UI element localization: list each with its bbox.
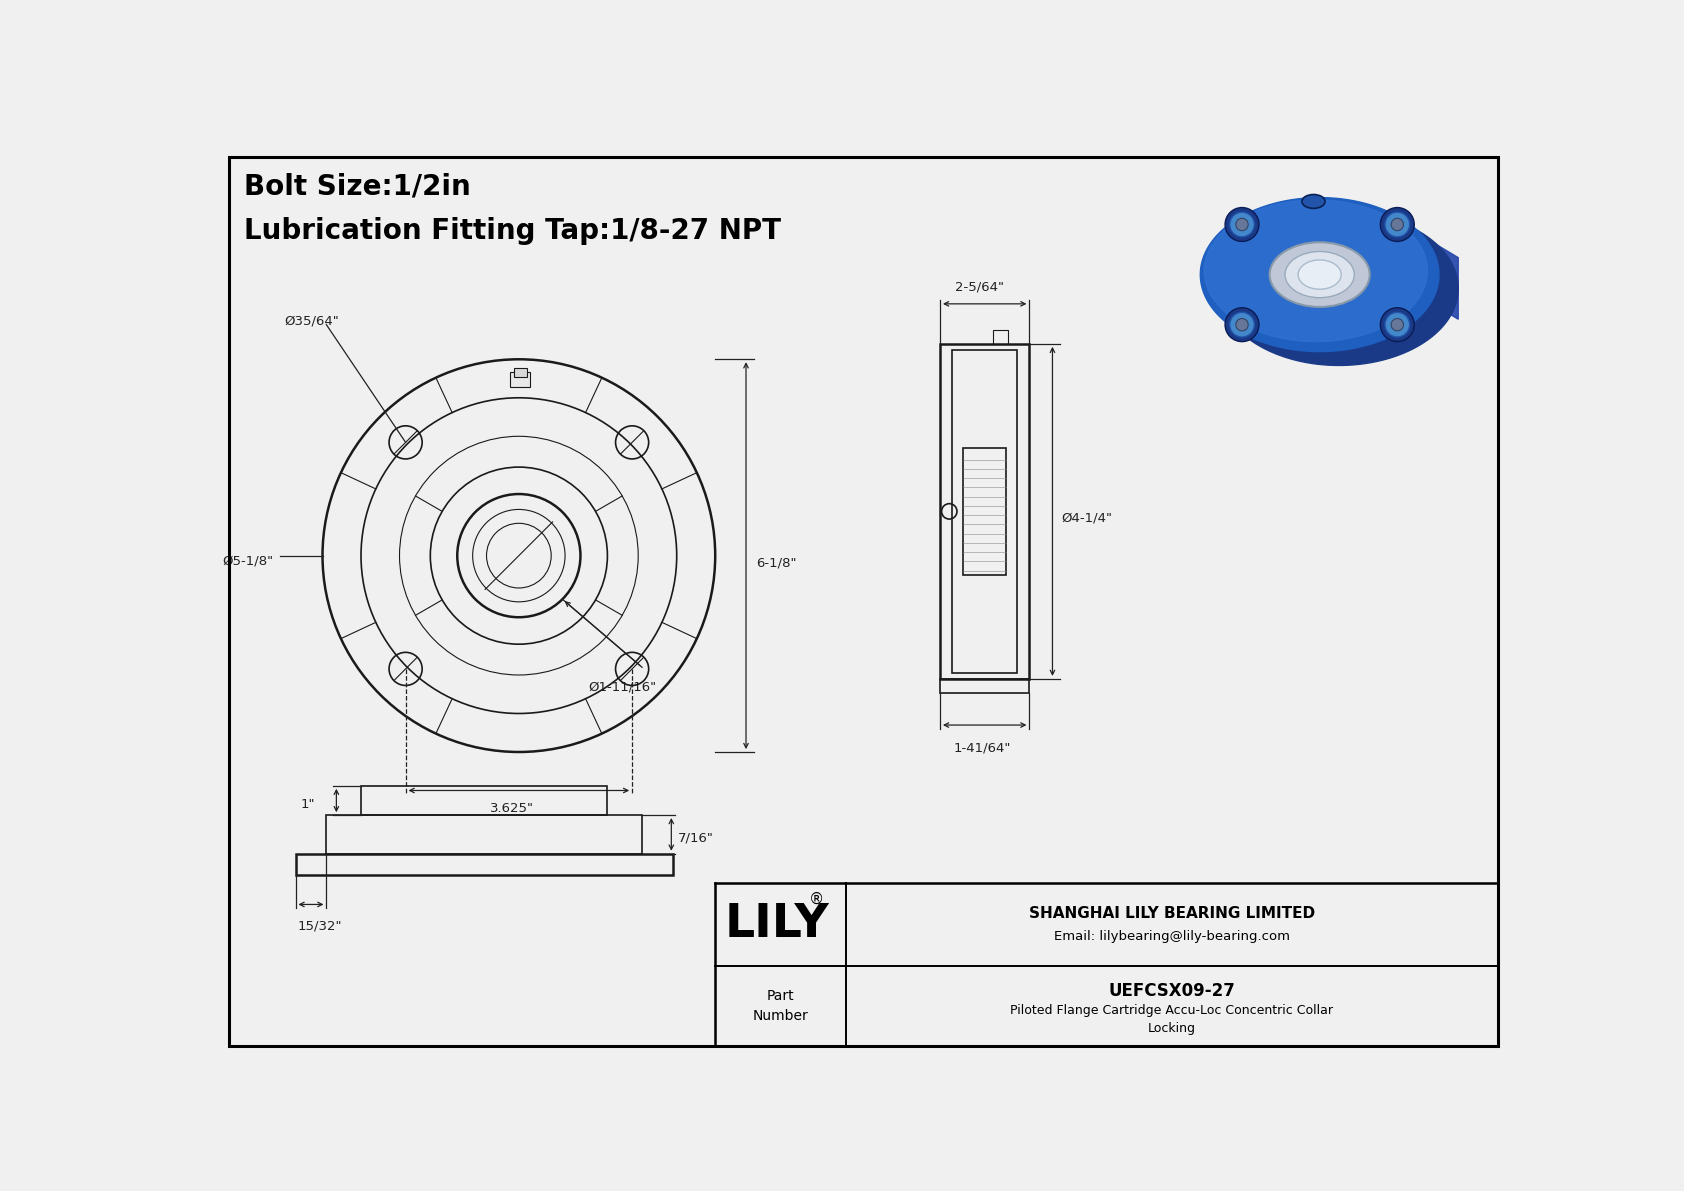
- Text: SHANGHAI LILY BEARING LIMITED: SHANGHAI LILY BEARING LIMITED: [1029, 906, 1315, 921]
- Bar: [296, 854, 674, 875]
- Polygon shape: [1204, 200, 1428, 342]
- Circle shape: [1236, 318, 1248, 331]
- Circle shape: [1224, 207, 1260, 242]
- Ellipse shape: [1285, 251, 1354, 298]
- Text: Lubrication Fitting Tap:1/8-27 NPT: Lubrication Fitting Tap:1/8-27 NPT: [244, 217, 781, 245]
- Text: Ø1-11/16": Ø1-11/16": [588, 680, 657, 693]
- Circle shape: [1236, 218, 1248, 231]
- Polygon shape: [1201, 198, 1440, 351]
- Circle shape: [1381, 207, 1415, 242]
- Bar: [327, 815, 642, 854]
- Polygon shape: [1219, 212, 1458, 366]
- Circle shape: [1224, 307, 1260, 342]
- Circle shape: [1384, 312, 1410, 337]
- Text: UEFCSX09-27: UEFCSX09-27: [1108, 981, 1236, 999]
- Text: ®: ®: [810, 892, 825, 906]
- Bar: [510, 372, 530, 387]
- Circle shape: [1391, 318, 1403, 331]
- Circle shape: [1384, 212, 1410, 237]
- Text: Piloted Flange Cartridge Accu-Loc Concentric Collar
Locking: Piloted Flange Cartridge Accu-Loc Concen…: [1010, 1004, 1334, 1035]
- Text: Ø4-1/4": Ø4-1/4": [1061, 511, 1113, 524]
- Polygon shape: [1435, 244, 1458, 319]
- Circle shape: [1229, 212, 1255, 237]
- Text: 2-5/64": 2-5/64": [955, 281, 1004, 294]
- Ellipse shape: [1270, 242, 1369, 307]
- Text: 7/16": 7/16": [677, 831, 714, 844]
- Text: Bolt Size:1/2in: Bolt Size:1/2in: [244, 173, 472, 201]
- Circle shape: [1391, 218, 1403, 231]
- Bar: [963, 448, 1007, 574]
- Text: 15/32": 15/32": [296, 919, 342, 933]
- Ellipse shape: [1302, 194, 1325, 208]
- Text: Email: lilybearing@lily-bearing.com: Email: lilybearing@lily-bearing.com: [1054, 930, 1290, 943]
- Bar: [953, 350, 1017, 673]
- Text: 3.625": 3.625": [490, 803, 534, 816]
- Text: 6-1/8": 6-1/8": [756, 557, 797, 569]
- Text: Part
Number: Part Number: [753, 990, 808, 1023]
- Text: Ø35/64": Ø35/64": [285, 314, 338, 328]
- Bar: [514, 368, 527, 378]
- Circle shape: [1381, 307, 1415, 342]
- Text: 1-41/64": 1-41/64": [953, 742, 1012, 755]
- Bar: [940, 679, 1029, 693]
- Text: Ø5-1/8": Ø5-1/8": [222, 555, 273, 568]
- Text: LILY: LILY: [724, 902, 829, 947]
- Bar: [940, 344, 1029, 679]
- Ellipse shape: [1298, 260, 1340, 289]
- Text: 1": 1": [300, 798, 315, 811]
- Circle shape: [1229, 312, 1255, 337]
- Bar: [360, 786, 608, 815]
- Bar: [992, 330, 1009, 344]
